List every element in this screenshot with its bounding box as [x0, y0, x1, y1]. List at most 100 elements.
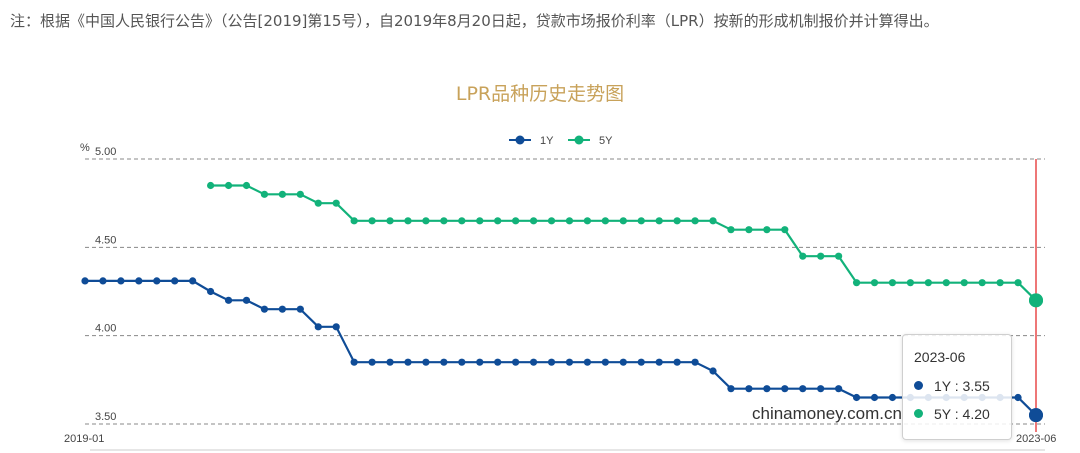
point-1y-2021-02[interactable]: [529, 358, 538, 366]
point-1y-2019-09[interactable]: [224, 296, 233, 304]
point-1y-2019-02[interactable]: [99, 277, 107, 285]
point-1y-2020-07[interactable]: [404, 358, 412, 366]
tooltip-value-1y: 1Y : 3.55: [934, 378, 990, 394]
point-1y-2019-07[interactable]: [189, 277, 197, 285]
point-1y-2021-05[interactable]: [583, 358, 592, 366]
point-5y-2022-10[interactable]: [888, 279, 897, 287]
point-5y-2023-02[interactable]: [960, 279, 968, 287]
point-5y-2020-02[interactable]: [314, 199, 322, 207]
point-5y-2022-03[interactable]: [763, 226, 771, 234]
point-1y-2022-02[interactable]: [745, 385, 753, 393]
point-1y-2019-05[interactable]: [153, 277, 161, 285]
point-1y-2022-07[interactable]: [835, 385, 843, 393]
point-5y-2022-04[interactable]: [781, 226, 789, 234]
highlight-point-5y[interactable]: [1029, 293, 1043, 308]
point-1y-2021-04[interactable]: [565, 358, 574, 366]
point-5y-2021-02[interactable]: [529, 217, 538, 225]
point-5y-2020-11[interactable]: [476, 217, 484, 225]
point-1y-2022-09[interactable]: [870, 393, 879, 402]
point-5y-2022-07[interactable]: [835, 252, 843, 260]
point-5y-2022-12[interactable]: [924, 279, 932, 287]
point-1y-2019-03[interactable]: [117, 277, 125, 285]
point-5y-2022-06[interactable]: [817, 252, 825, 260]
legend-item-1y[interactable]: 1Y: [509, 135, 554, 147]
point-5y-2022-11[interactable]: [906, 279, 914, 287]
point-5y-2020-08[interactable]: [422, 217, 430, 225]
point-5y-2022-02[interactable]: [745, 226, 753, 234]
point-5y-2023-03[interactable]: [978, 279, 986, 287]
point-1y-2022-08[interactable]: [852, 393, 861, 402]
point-1y-2022-04[interactable]: [781, 385, 789, 393]
point-1y-2021-11[interactable]: [691, 358, 699, 366]
point-1y-2022-10[interactable]: [888, 393, 897, 402]
point-5y-2019-08[interactable]: [207, 181, 215, 190]
point-5y-2020-04[interactable]: [350, 217, 358, 225]
point-5y-2020-07[interactable]: [404, 217, 412, 225]
point-5y-2021-08[interactable]: [637, 217, 645, 225]
point-1y-2019-04[interactable]: [135, 277, 143, 285]
point-5y-2019-11[interactable]: [260, 190, 269, 198]
point-1y-2022-01[interactable]: [727, 385, 735, 393]
point-5y-2020-06[interactable]: [386, 217, 394, 225]
point-5y-2021-09[interactable]: [655, 217, 663, 225]
legend-item-5y[interactable]: 5Y: [568, 135, 613, 147]
point-5y-2019-12[interactable]: [278, 190, 286, 198]
point-1y-2019-08[interactable]: [207, 287, 215, 296]
point-1y-2019-06[interactable]: [171, 277, 179, 285]
point-1y-2020-11[interactable]: [476, 358, 484, 366]
point-1y-2020-08[interactable]: [422, 358, 430, 366]
point-5y-2021-06[interactable]: [601, 217, 609, 225]
point-1y-2019-10[interactable]: [242, 296, 251, 304]
point-5y-2021-04[interactable]: [565, 217, 574, 225]
point-5y-2020-12[interactable]: [494, 217, 502, 225]
point-5y-2020-10[interactable]: [458, 217, 466, 225]
point-1y-2019-12[interactable]: [278, 305, 286, 313]
point-1y-2020-02[interactable]: [314, 323, 322, 331]
point-1y-2021-09[interactable]: [655, 358, 663, 366]
point-5y-2019-09[interactable]: [224, 181, 233, 190]
point-5y-2020-03[interactable]: [332, 199, 340, 207]
point-1y-2021-03[interactable]: [547, 358, 556, 366]
point-5y-2020-09[interactable]: [440, 217, 448, 225]
point-1y-2023-05[interactable]: [1014, 393, 1022, 402]
point-1y-2022-05[interactable]: [799, 385, 807, 393]
point-1y-2021-08[interactable]: [637, 358, 645, 366]
point-1y-2021-06[interactable]: [601, 358, 609, 366]
point-1y-2020-05[interactable]: [368, 358, 376, 366]
point-1y-2020-03[interactable]: [332, 323, 340, 331]
point-5y-2022-09[interactable]: [870, 279, 879, 287]
point-5y-2021-05[interactable]: [583, 217, 592, 225]
point-1y-2020-09[interactable]: [440, 358, 448, 366]
point-5y-2021-07[interactable]: [619, 217, 627, 225]
point-1y-2020-10[interactable]: [458, 358, 466, 366]
point-5y-2021-01[interactable]: [512, 217, 520, 225]
point-5y-2023-05[interactable]: [1014, 279, 1022, 287]
point-5y-2020-01[interactable]: [296, 190, 304, 198]
point-1y-2021-12[interactable]: [709, 367, 717, 375]
x-tick-label-start: 2019-01: [64, 433, 104, 445]
point-1y-2020-01[interactable]: [296, 305, 304, 313]
point-5y-2022-05[interactable]: [799, 252, 807, 260]
point-1y-2019-01[interactable]: [81, 277, 89, 285]
highlight-point-1y[interactable]: [1029, 408, 1043, 423]
point-1y-2020-06[interactable]: [386, 358, 394, 366]
point-5y-2019-10[interactable]: [242, 181, 251, 190]
point-5y-2023-01[interactable]: [942, 279, 950, 287]
point-5y-2022-08[interactable]: [852, 279, 861, 287]
point-1y-2021-10[interactable]: [673, 358, 681, 366]
point-1y-2021-01[interactable]: [512, 358, 520, 366]
point-1y-2020-04[interactable]: [350, 358, 358, 366]
point-5y-2023-04[interactable]: [996, 279, 1004, 287]
point-1y-2021-07[interactable]: [619, 358, 627, 366]
point-5y-2020-05[interactable]: [368, 217, 376, 225]
point-5y-2021-10[interactable]: [673, 217, 681, 225]
point-1y-2020-12[interactable]: [494, 358, 502, 366]
point-5y-2021-12[interactable]: [709, 217, 717, 225]
point-5y-2021-03[interactable]: [547, 217, 556, 225]
point-1y-2022-06[interactable]: [817, 385, 825, 393]
point-5y-2021-11[interactable]: [691, 217, 699, 225]
point-5y-2022-01[interactable]: [727, 226, 735, 234]
point-1y-2019-11[interactable]: [260, 305, 269, 313]
point-1y-2022-03[interactable]: [763, 385, 771, 393]
